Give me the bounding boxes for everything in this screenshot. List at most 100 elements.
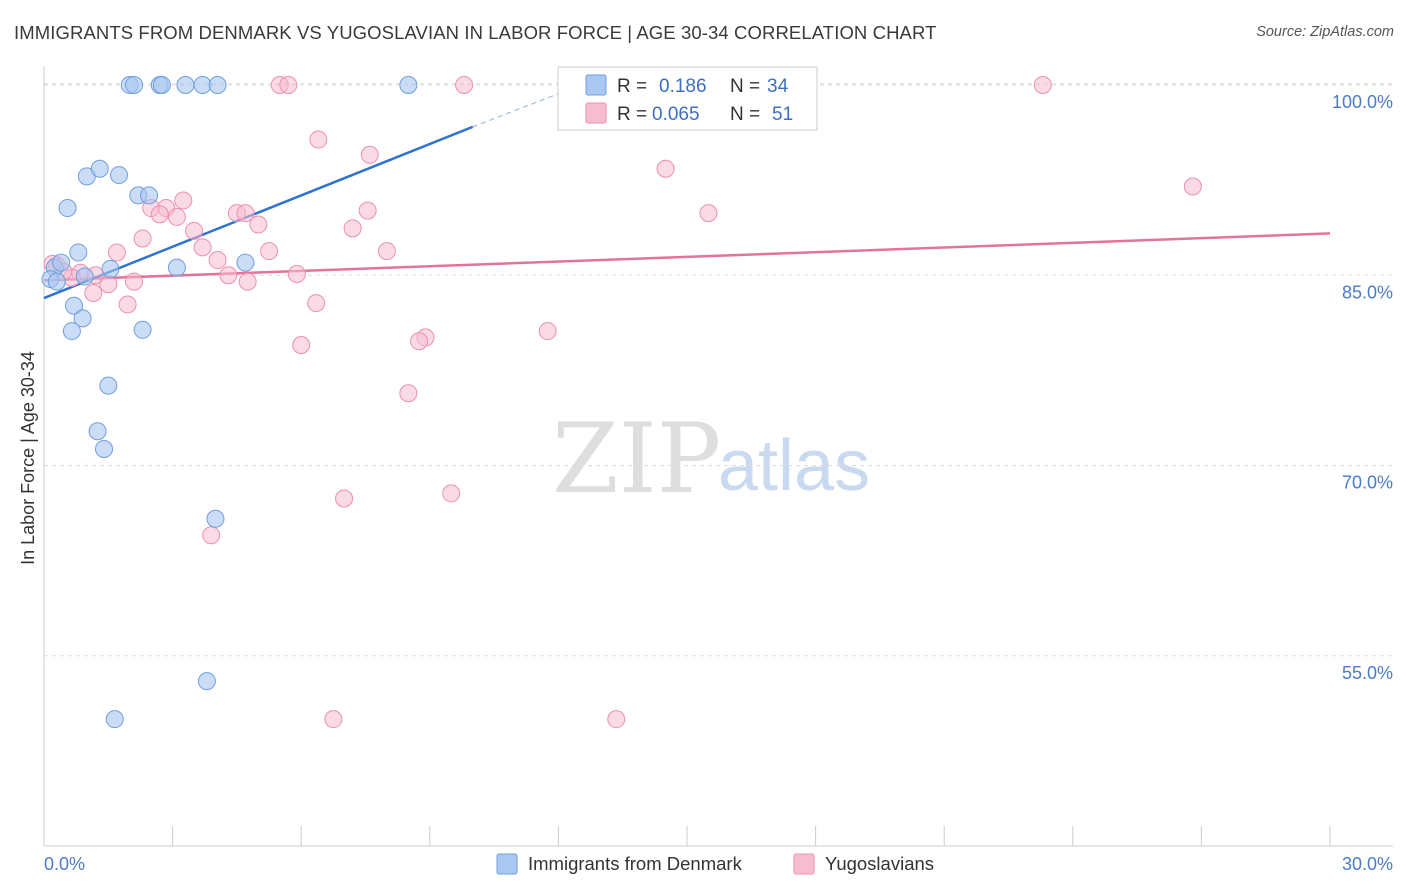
data-point-denmark: [193, 76, 212, 95]
data-point-yugoslavians: [107, 243, 126, 262]
data-point-yugoslavians: [307, 294, 326, 313]
data-point-yugoslavians: [287, 265, 306, 283]
data-point-denmark: [176, 76, 195, 95]
legend-r-value-2: 0.065: [652, 104, 700, 125]
y-axis-label: In Labor Force | Age 30-34: [18, 351, 38, 565]
data-point-denmark: [101, 259, 120, 278]
data-point-yugoslavians: [309, 130, 328, 149]
data-point-yugoslavians: [118, 295, 137, 314]
series-denmark-points: [41, 76, 418, 729]
data-point-yugoslavians: [343, 219, 362, 238]
data-point-yugoslavians: [1033, 76, 1052, 95]
data-point-denmark: [167, 258, 186, 277]
data-point-yugoslavians: [399, 384, 418, 403]
legend-swatch-blue: [585, 74, 607, 96]
legend-n-value-2: 51: [772, 104, 793, 125]
axes: [43, 66, 1393, 847]
data-point-yugoslavians: [84, 284, 103, 303]
data-point-denmark: [99, 376, 118, 395]
data-point-denmark: [69, 243, 88, 262]
watermark: ZIP atlas: [552, 403, 870, 515]
data-point-denmark: [47, 272, 66, 291]
data-point-denmark: [62, 322, 81, 341]
source-label: Source: ZipAtlas.com: [1256, 24, 1394, 40]
data-point-denmark: [95, 440, 114, 459]
data-point-denmark: [125, 76, 144, 95]
data-point-denmark: [75, 267, 94, 286]
data-point-denmark: [197, 672, 216, 691]
data-point-denmark: [140, 186, 159, 205]
bottom-legend-swatch-denmark: [496, 853, 518, 875]
data-point-denmark: [88, 422, 107, 441]
data-point-denmark: [236, 253, 255, 272]
data-point-yugoslavians: [238, 272, 257, 291]
y-tick-label: 85.0%: [1342, 282, 1393, 302]
data-point-yugoslavians: [410, 332, 429, 351]
data-point-yugoslavians: [292, 336, 311, 355]
data-point-denmark: [73, 309, 92, 328]
trend-line-yugoslavians: [43, 232, 1331, 282]
series-legend: Immigrants from Denmark Yugoslavians: [496, 853, 934, 875]
bottom-legend-yugoslavians: Yugoslavians: [825, 853, 934, 874]
data-point-yugoslavians: [133, 229, 152, 248]
stats-legend: R = 0.186 N = 34 R = 0.065 N = 51: [557, 66, 818, 131]
data-point-denmark: [133, 320, 152, 339]
data-point-denmark: [110, 166, 129, 185]
data-point-yugoslavians: [607, 710, 626, 729]
x-tick-label-min: 0.0%: [44, 854, 85, 874]
data-point-yugoslavians: [324, 710, 343, 729]
data-point-yugoslavians: [202, 526, 221, 545]
y-tick-label: 100.0%: [1332, 92, 1393, 112]
data-point-denmark: [152, 76, 171, 95]
data-point-denmark: [208, 76, 227, 95]
legend-n-value-1: 34: [767, 76, 789, 97]
y-tick-labels: 55.0% 70.0% 85.0% 100.0%: [1332, 92, 1393, 683]
data-point-yugoslavians: [167, 207, 186, 226]
y-tick-label: 55.0%: [1342, 663, 1393, 683]
data-point-yugoslavians: [360, 145, 379, 164]
data-point-yugoslavians: [656, 159, 675, 178]
legend-n-label-1: N =: [730, 76, 760, 97]
data-point-yugoslavians: [150, 205, 169, 224]
y-tick-label: 70.0%: [1342, 473, 1393, 493]
legend-r-label-1: R =: [617, 76, 647, 97]
data-point-denmark: [65, 296, 84, 315]
data-point-yugoslavians: [260, 242, 279, 261]
data-point-yugoslavians: [193, 238, 212, 257]
data-point-yugoslavians: [236, 204, 255, 223]
data-point-denmark: [399, 76, 418, 95]
data-point-yugoslavians: [1183, 177, 1202, 196]
data-point-yugoslavians: [699, 204, 718, 223]
data-point-yugoslavians: [538, 322, 557, 341]
legend-r-value-1: 0.186: [659, 76, 707, 97]
data-point-yugoslavians: [185, 221, 204, 240]
x-tick-label-max: 30.0%: [1342, 854, 1393, 874]
gridlines: [44, 83, 1393, 657]
data-point-yugoslavians: [249, 215, 268, 234]
data-point-yugoslavians: [358, 201, 377, 220]
data-point-yugoslavians: [442, 484, 461, 503]
data-point-denmark: [105, 710, 124, 729]
data-point-yugoslavians: [455, 76, 474, 95]
data-point-denmark: [52, 253, 71, 272]
data-point-yugoslavians: [377, 242, 396, 261]
data-point-yugoslavians: [279, 76, 298, 95]
data-point-yugoslavians: [99, 275, 118, 294]
data-point-denmark: [58, 199, 77, 218]
legend-swatch-pink: [585, 102, 607, 124]
bottom-legend-denmark: Immigrants from Denmark: [528, 853, 743, 874]
legend-r-label-2: R =: [617, 104, 647, 125]
x-tick-labels: 0.0% 30.0%: [44, 854, 1393, 874]
bottom-legend-swatch-yugoslavians: [793, 853, 815, 875]
data-point-denmark: [206, 509, 225, 528]
data-point-yugoslavians: [125, 272, 144, 291]
chart-title: IMMIGRANTS FROM DENMARK VS YUGOSLAVIAN I…: [14, 22, 937, 43]
data-point-yugoslavians: [208, 251, 227, 270]
data-point-denmark: [90, 159, 109, 178]
data-point-yugoslavians: [219, 266, 238, 285]
watermark-zip: ZIP: [552, 403, 721, 515]
legend-n-label-2: N =: [730, 104, 760, 125]
data-point-yugoslavians: [174, 191, 193, 210]
data-point-yugoslavians: [335, 489, 354, 508]
